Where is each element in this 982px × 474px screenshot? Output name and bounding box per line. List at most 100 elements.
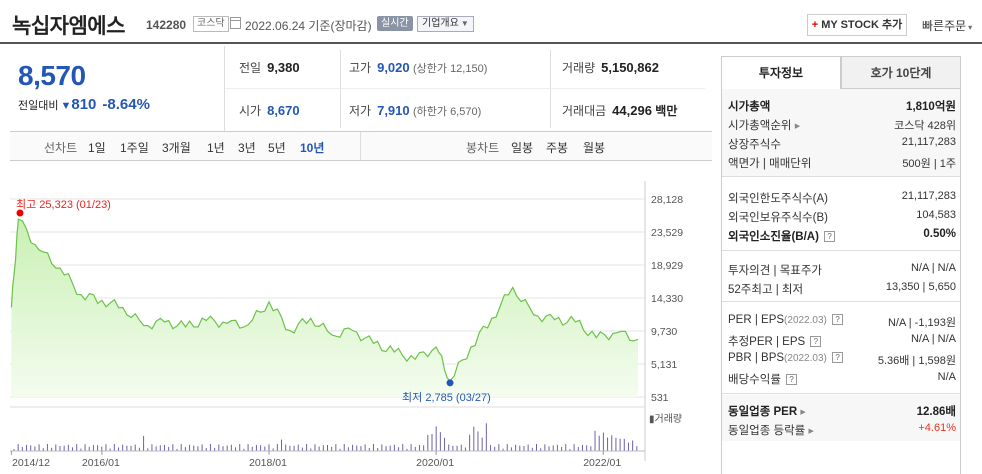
price-change: 전일대비 ▼810 -8.64% bbox=[18, 96, 150, 113]
low-marker bbox=[446, 379, 454, 387]
stat-prev: 전일 9,380 bbox=[239, 59, 300, 76]
help-icon: ? bbox=[786, 374, 798, 386]
w52-label: 52주최고 | 최저 bbox=[728, 284, 804, 296]
low-label: 최저 2,785 (03/27) bbox=[402, 391, 491, 404]
stat-label: 거래대금 bbox=[562, 104, 607, 118]
help-icon: ? bbox=[832, 352, 844, 364]
row-shares: 상장주식수 21,117,283 bbox=[728, 136, 956, 153]
price-date: 2022.06.24 기준(장마감) bbox=[245, 19, 372, 33]
corp-info-dropdown[interactable]: 기업개요 ▼ bbox=[417, 16, 474, 32]
row-52w: 52주최고 | 최저 13,350 | 5,650 bbox=[728, 281, 956, 298]
y-tick-label: 9,730 bbox=[651, 326, 677, 338]
opinion-label: 투자의견 | 목표주가 bbox=[728, 265, 823, 277]
shares-value: 21,117,283 bbox=[901, 136, 956, 148]
row-face: 액면가 | 매매단위 500원 | 1주 bbox=[728, 155, 956, 172]
dividend-label: 배당수익률 ? bbox=[728, 371, 798, 387]
market-badge: 코스닥 bbox=[193, 16, 229, 32]
foreign-ratio-label: 외국인소진율(B/A) ? bbox=[728, 228, 836, 244]
period-10y[interactable]: 10년 bbox=[300, 141, 325, 155]
per-label: PER | EPS(2022.03) ? bbox=[728, 314, 844, 326]
foreign-ratio-value: 0.50% bbox=[923, 228, 956, 240]
section-divider bbox=[722, 177, 960, 251]
row-foreign-ratio: 외국인소진율(B/A) ? 0.50% bbox=[728, 228, 956, 245]
period-1w[interactable]: 1주일 bbox=[120, 141, 149, 155]
row-market-cap: 시가총액 1,810억원 bbox=[728, 98, 956, 115]
per-value: N/A | -1,193원 bbox=[887, 317, 956, 329]
x-tick-label: 2016/01 bbox=[82, 457, 120, 469]
stat-label: 전일 bbox=[239, 61, 262, 75]
row-foreign-limit: 외국인한도주식수(A) 21,117,283 bbox=[728, 190, 956, 207]
y-tick-label: 23,529 bbox=[651, 227, 683, 239]
stat-unit: 백만 bbox=[655, 104, 678, 118]
industry-per-label: 동일업종 PER ▶ bbox=[728, 406, 806, 418]
panel-body: 시가총액 1,810억원 시가총액순위 ▶ 코스닥 428위 상장주식수 21,117… bbox=[721, 89, 961, 474]
shares-label: 상장주식수 bbox=[728, 139, 781, 151]
candle-daily[interactable]: 일봉 bbox=[511, 141, 534, 155]
stat-value: 8,670 bbox=[267, 103, 300, 118]
stat-low: 저가 7,910 (하한가 6,570) bbox=[349, 102, 481, 119]
cap-rank-label: 시가총액순위 ▶ bbox=[728, 120, 801, 132]
stat-value: 44,296 bbox=[612, 103, 652, 118]
change-percent: -8.64% bbox=[102, 96, 150, 113]
period-3m[interactable]: 3개월 bbox=[162, 141, 191, 155]
corp-info-label: 기업개요 bbox=[422, 18, 459, 29]
x-tick-label: 2022/01 bbox=[583, 457, 621, 469]
stock-header: 녹십자엠에스 142280 코스닥 2022.06.24 기준(장마감) 실시간… bbox=[0, 0, 982, 44]
add-mystock-button[interactable]: + MY STOCK 추가 bbox=[807, 14, 907, 36]
opinion-value: N/A | N/A bbox=[910, 262, 956, 274]
stat-volume: 거래량 5,150,862 bbox=[562, 59, 659, 76]
lower-limit: (하한가 6,570) bbox=[412, 106, 482, 118]
section-divider bbox=[722, 302, 960, 394]
candle-monthly[interactable]: 월봉 bbox=[583, 141, 606, 155]
est-per-value: N/A | N/A bbox=[910, 333, 956, 345]
industry-rate-label: 동일업종 등락률 ▶ bbox=[728, 425, 814, 437]
divider bbox=[225, 88, 705, 89]
market-cap-label: 시가총액 bbox=[728, 101, 771, 113]
realtime-button[interactable]: 실시간 bbox=[377, 16, 413, 31]
stock-name: 녹십자엠에스 bbox=[12, 15, 125, 38]
divider bbox=[550, 50, 551, 128]
period-1d[interactable]: 1일 bbox=[88, 141, 106, 155]
stat-value: 5,150,862 bbox=[601, 60, 659, 75]
stat-amount: 거래대금 44,296 백만 bbox=[562, 102, 677, 119]
change-label: 전일대비 bbox=[18, 100, 59, 112]
change-value: 810 bbox=[71, 96, 97, 113]
row-cap-rank[interactable]: 시가총액순위 ▶ 코스닥 428위 bbox=[728, 117, 956, 134]
row-industry-rate[interactable]: 동일업종 등락률 ▶ +4.61% bbox=[728, 422, 956, 439]
chevron-right-icon: ▶ bbox=[808, 427, 814, 435]
stat-open: 시가 8,670 bbox=[239, 102, 300, 119]
price-area bbox=[11, 219, 638, 397]
stat-label: 시가 bbox=[239, 104, 262, 118]
stat-high: 고가 9,020 (상한가 12,150) bbox=[349, 59, 487, 76]
period-5y[interactable]: 5년 bbox=[268, 141, 286, 155]
price-chart[interactable]: 28,128 23,529 18,929 14,330 9,730 5,131 531 최고 … bbox=[10, 161, 712, 474]
tab-invest-info[interactable]: 투자정보 bbox=[721, 56, 841, 89]
chevron-down-icon: ▾ bbox=[968, 23, 973, 32]
quick-order-dropdown[interactable]: 빠른주문 ▾ bbox=[922, 17, 972, 34]
row-industry-per[interactable]: 동일업종 PER ▶ 12.86배 bbox=[728, 403, 956, 420]
period-1y[interactable]: 1년 bbox=[207, 141, 225, 155]
current-price: 8,570 bbox=[18, 60, 86, 91]
divider bbox=[360, 132, 361, 160]
y-tick-label: 28,128 bbox=[651, 194, 683, 206]
volume-label: ▮거래량 bbox=[649, 413, 682, 425]
stock-code: 142280 bbox=[146, 18, 187, 32]
chevron-down-icon: ▼ bbox=[460, 19, 469, 28]
high-label: 최고 25,323 (01/23) bbox=[16, 198, 111, 211]
pbr-value: 5.36배 | 1,598원 bbox=[877, 355, 956, 367]
x-tick-label: 2018/01 bbox=[249, 457, 287, 469]
stat-label: 고가 bbox=[349, 61, 372, 75]
industry-rate-value: +4.61% bbox=[918, 422, 956, 434]
invest-info-panel: 투자정보 호가 10단계 시가총액 1,810억원 시가총액순위 ▶ 코스닥 428… bbox=[721, 56, 961, 474]
high-marker bbox=[16, 209, 24, 217]
period-3y[interactable]: 3년 bbox=[238, 141, 256, 155]
calendar-icon bbox=[230, 17, 241, 29]
add-mystock-label: MY STOCK 추가 bbox=[821, 19, 903, 31]
candle-weekly[interactable]: 주봉 bbox=[546, 141, 569, 155]
tab-order-book[interactable]: 호가 10단계 bbox=[841, 56, 961, 89]
foreign-hold-label: 외국인보유주식수(B) bbox=[728, 212, 828, 224]
market-cap-value: 1,810억원 bbox=[906, 101, 956, 113]
divider bbox=[224, 46, 225, 132]
dividend-value: N/A bbox=[937, 371, 956, 383]
panel-tabs: 투자정보 호가 10단계 bbox=[721, 56, 961, 89]
